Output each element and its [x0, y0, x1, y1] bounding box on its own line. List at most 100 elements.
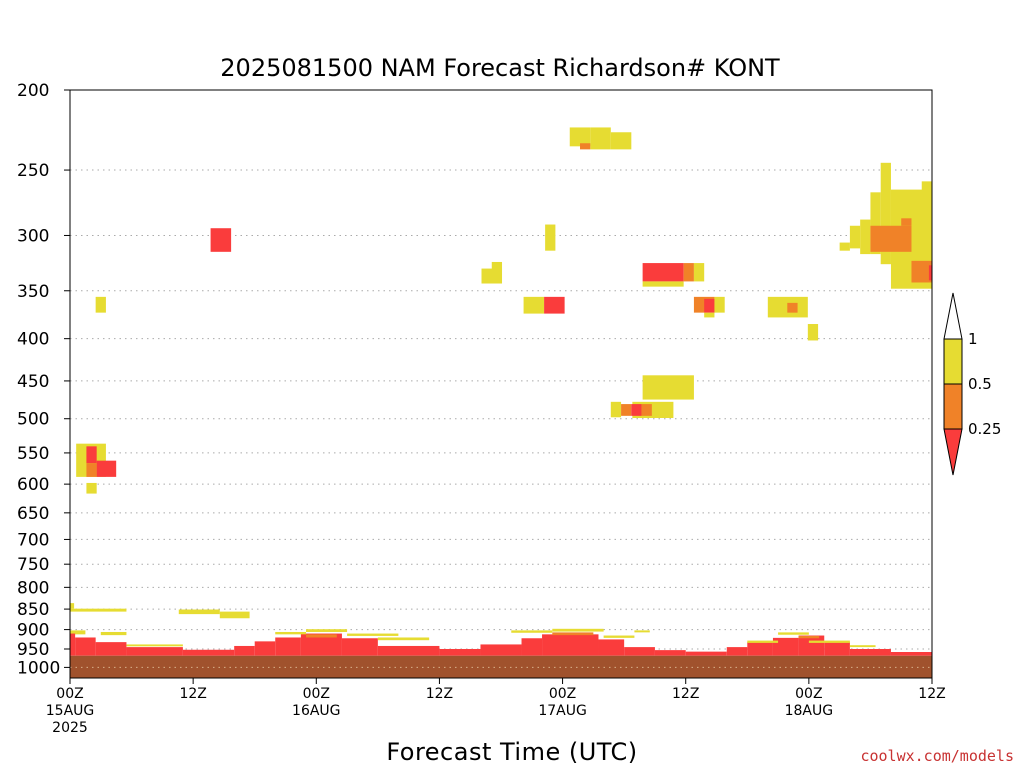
ri-cell-yellow	[778, 632, 809, 635]
ri-cell-red	[126, 647, 183, 656]
ri-cell-red	[341, 638, 378, 656]
ri-cell-red	[654, 650, 686, 656]
ri-cell-red	[96, 460, 117, 477]
ri-cell-yellow	[642, 375, 694, 400]
x-tick-label: 00Z	[795, 686, 822, 702]
ri-cell-yellow	[634, 630, 650, 633]
ri-cell-yellow	[807, 324, 819, 341]
ri-cell-red	[624, 647, 655, 656]
y-tick-label: 350	[17, 282, 49, 302]
grid-lines	[70, 169, 932, 668]
ri-cell-yellow	[569, 127, 591, 147]
ri-cell-orange	[798, 635, 820, 639]
x-tick-label: 18AUG	[785, 703, 834, 719]
y-tick-label: 900	[17, 621, 49, 641]
ri-cell-yellow	[347, 633, 399, 636]
y-tick-label: 950	[17, 640, 49, 660]
legend-label: 0.5	[968, 375, 992, 393]
ri-cell-yellow	[491, 261, 503, 270]
ri-cell-yellow	[603, 635, 635, 638]
ri-cell-yellow	[921, 181, 932, 198]
x-tick-label: 12Z	[672, 686, 699, 702]
ri-cell-yellow	[219, 611, 250, 619]
x-tick-label: 12Z	[918, 686, 945, 702]
ri-cell-yellow	[306, 629, 348, 632]
ri-cell-orange	[580, 143, 591, 150]
ri-cell-red	[234, 645, 255, 656]
ri-cell-yellow	[552, 628, 604, 632]
ri-cell-yellow	[714, 296, 725, 313]
x-tick-label: 00Z	[56, 686, 83, 702]
ri-cell-red	[642, 263, 684, 282]
ri-cell-red	[704, 298, 715, 313]
ri-cell-yellow	[860, 219, 871, 255]
x-tick-label: 2025	[52, 720, 88, 736]
x-tick-label: 00Z	[303, 686, 330, 702]
y-tick-label: 600	[17, 475, 49, 495]
y-tick-label: 500	[17, 410, 49, 430]
x-tick-label: 12Z	[426, 686, 453, 702]
legend-bin-yellow	[943, 338, 963, 385]
ri-cell-yellow	[70, 608, 127, 612]
ri-cell-red	[377, 645, 440, 656]
ri-cell-yellow	[704, 312, 715, 318]
ri-cell-red	[772, 637, 799, 656]
ri-cell-yellow	[100, 631, 127, 636]
ri-cell-yellow	[523, 296, 545, 314]
ri-cell-yellow	[610, 401, 622, 418]
ri-cell-yellow	[808, 640, 850, 643]
ri-cell-red	[75, 637, 96, 656]
ri-cell-red	[254, 641, 276, 656]
ground-fill	[70, 655, 932, 678]
ri-cell-red	[685, 651, 727, 656]
color-legend: 1 0.5 0.25	[943, 292, 1001, 476]
ri-cell-red	[70, 633, 76, 656]
ri-cell-red	[300, 633, 342, 656]
y-tick-label: 550	[17, 444, 49, 464]
legend-label: 1	[968, 330, 978, 348]
ri-cell-red	[86, 446, 97, 464]
y-tick-label: 250	[17, 161, 49, 181]
plot-frame	[69, 89, 933, 679]
ri-cell-orange	[621, 404, 632, 416]
ri-cell-yellow	[275, 631, 307, 635]
ri-cell-red	[598, 639, 625, 656]
ri-cell-yellow	[86, 482, 97, 494]
x-tick-label: 16AUG	[292, 703, 341, 719]
ri-cell-orange	[641, 404, 652, 416]
ri-cell-red	[542, 634, 599, 656]
ri-cell-yellow	[590, 127, 611, 150]
ri-cell-orange	[552, 632, 594, 636]
ri-cell-red	[631, 404, 642, 416]
ri-cell-yellow	[849, 645, 876, 648]
ri-cell-yellow	[880, 162, 891, 265]
chart-title: 2025081500 NAM Forecast Richardson# KONT	[220, 54, 780, 82]
y-tick-label: 300	[17, 226, 49, 246]
ri-cell-yellow	[747, 640, 779, 643]
ri-cell-red	[439, 648, 481, 656]
y-axis: 200 250 300 350 400 450 500 550 600 650 700 750 8008…	[17, 81, 70, 678]
ri-cell-red	[210, 228, 232, 252]
ri-cell-orange	[901, 218, 912, 226]
ri-cell-yellow	[849, 225, 861, 249]
ri-cell-red	[95, 642, 127, 656]
x-tick-label: 12Z	[179, 686, 206, 702]
y-tick-label: 400	[17, 330, 49, 350]
y-tick-label: 750	[17, 555, 49, 575]
y-tick-label: 850	[17, 600, 49, 620]
ri-cell-yellow	[545, 224, 556, 251]
y-tick-label: 650	[17, 504, 49, 524]
ri-cell-red	[928, 265, 932, 281]
legend-bin-red	[943, 428, 963, 476]
y-tick-label: 700	[17, 530, 49, 550]
ri-cell-red	[747, 642, 773, 656]
ri-cell-red	[480, 644, 522, 656]
ri-cell-yellow	[870, 192, 881, 255]
ri-cell-orange	[683, 263, 694, 282]
ri-cell-red	[890, 652, 932, 656]
ri-cell-red	[849, 648, 891, 656]
ri-cell-red	[798, 635, 825, 656]
x-tick-label: 15AUG	[46, 703, 95, 719]
y-tick-label: 200	[17, 81, 49, 101]
